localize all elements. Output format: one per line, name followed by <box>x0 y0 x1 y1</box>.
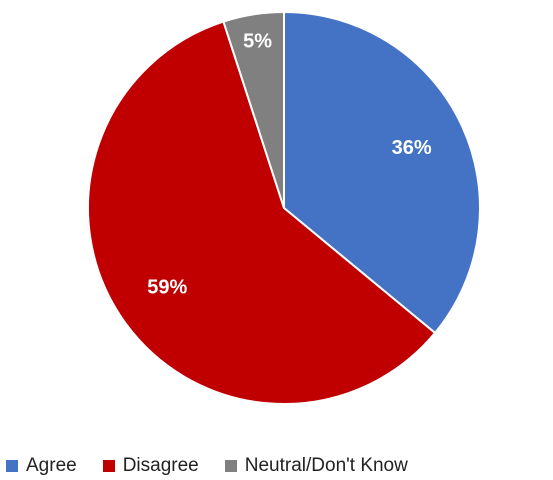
legend-swatch-disagree <box>102 460 115 472</box>
legend-item-disagree: Disagree <box>102 455 199 477</box>
legend-item-neutral: Neutral/Don't Know <box>224 455 408 477</box>
legend-label-disagree: Disagree <box>122 455 199 476</box>
legend-swatch-neutral <box>224 460 237 472</box>
chart-legend: Agree Disagree Neutral/Don't Know <box>0 452 553 480</box>
pie-chart: 36% 59% 5% <box>87 11 482 405</box>
legend-label-neutral: Neutral/Don't Know <box>244 455 408 476</box>
legend-item-agree: Agree <box>6 455 77 477</box>
pie-slice-neutral <box>222 11 285 209</box>
legend-swatch-agree <box>6 460 18 472</box>
data-label-neutral: 5% <box>243 31 272 53</box>
pie-slice-agree <box>283 11 482 334</box>
legend-label-agree: Agree <box>26 455 77 476</box>
pie-slices <box>87 11 482 405</box>
pie-data-labels: 36% 59% 5% <box>147 31 432 299</box>
data-label-agree: 36% <box>392 137 432 159</box>
pie-slice-disagree <box>87 20 437 405</box>
data-label-disagree: 59% <box>147 276 187 298</box>
